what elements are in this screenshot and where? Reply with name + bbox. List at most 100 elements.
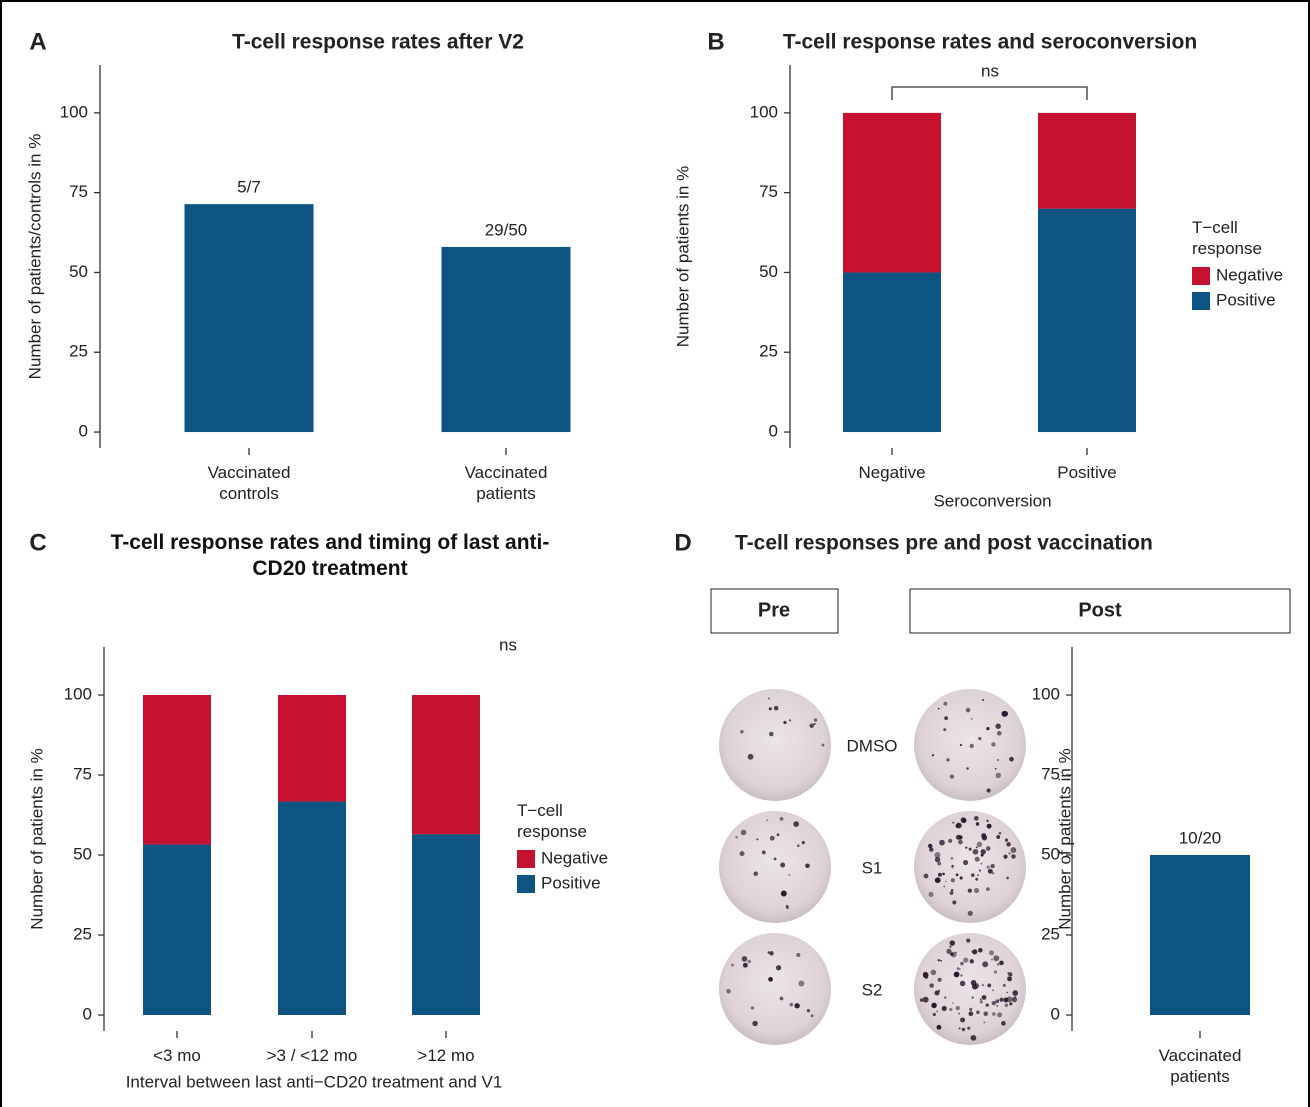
spot xyxy=(938,959,940,961)
y-axis-label: Number of patients in % xyxy=(27,748,46,929)
x-tick-label: Vaccinated patients xyxy=(446,462,566,522)
spot xyxy=(982,961,988,967)
spot xyxy=(776,965,781,970)
elispot-well xyxy=(914,811,1026,923)
spot xyxy=(748,754,754,760)
chart-title: T-cell response rates and seroconversion xyxy=(783,31,1197,54)
spot xyxy=(958,1013,960,1015)
spot xyxy=(968,1011,973,1016)
spot xyxy=(938,708,940,710)
spot xyxy=(814,723,816,725)
spot xyxy=(802,841,805,844)
spot xyxy=(790,1003,794,1007)
spot xyxy=(975,878,978,881)
y-tick-label: 75 xyxy=(69,182,88,201)
spot xyxy=(963,860,968,865)
legend-label: Positive xyxy=(541,873,601,892)
bar xyxy=(185,204,314,432)
spot xyxy=(959,1027,961,1029)
spot xyxy=(982,984,984,986)
spot xyxy=(950,775,954,779)
spot xyxy=(983,1021,985,1023)
spot xyxy=(944,997,946,999)
spot xyxy=(942,1006,947,1011)
spot xyxy=(989,950,994,955)
spot xyxy=(762,851,766,855)
spot xyxy=(994,970,997,973)
y-axis-label: Number of patients in % xyxy=(1055,748,1074,929)
spot xyxy=(756,838,758,840)
spot xyxy=(959,968,961,970)
spot xyxy=(951,878,955,882)
spot xyxy=(950,891,954,895)
spot xyxy=(966,939,970,943)
spot xyxy=(774,706,779,711)
spot xyxy=(747,960,751,964)
spot xyxy=(814,718,817,721)
spot xyxy=(937,978,941,982)
spot xyxy=(992,989,994,991)
spot xyxy=(780,862,785,867)
spot xyxy=(952,867,954,869)
spot xyxy=(967,1027,970,1030)
value-label: 10/20 xyxy=(1179,828,1222,847)
y-tick-label: 0 xyxy=(769,422,778,441)
spot xyxy=(963,957,968,962)
spot xyxy=(997,759,999,761)
spot xyxy=(973,849,979,855)
spot xyxy=(978,948,983,953)
spot xyxy=(807,1009,810,1012)
spot xyxy=(970,744,974,748)
timepoint-label: Post xyxy=(1078,599,1122,621)
spot xyxy=(1005,839,1008,842)
spot xyxy=(942,873,945,876)
value-label: 5/7 xyxy=(237,178,261,197)
spot xyxy=(811,1014,814,1017)
spot xyxy=(789,719,791,721)
spot xyxy=(975,857,980,862)
spot xyxy=(978,737,981,740)
condition-label: S1 xyxy=(862,858,883,877)
y-tick-label: 100 xyxy=(64,684,92,703)
spot xyxy=(958,835,962,839)
bar-segment xyxy=(278,802,346,1015)
spot xyxy=(928,844,932,848)
spot xyxy=(974,983,980,989)
spot xyxy=(960,817,965,822)
spot xyxy=(743,963,748,968)
spot xyxy=(980,1000,983,1003)
value-label: 29/50 xyxy=(485,220,528,239)
y-tick-label: 75 xyxy=(759,182,778,201)
spot xyxy=(995,773,1001,779)
bar-segment xyxy=(143,695,211,844)
spot xyxy=(987,983,991,987)
annotation: ns xyxy=(499,635,517,654)
bar-segment xyxy=(1038,113,1136,209)
y-tick-label: 50 xyxy=(69,262,88,281)
spot xyxy=(931,1003,937,1009)
bar-segment xyxy=(412,834,480,1015)
spot xyxy=(996,835,1000,839)
spot xyxy=(999,998,1003,1002)
spot xyxy=(995,724,1000,729)
spot xyxy=(997,963,999,965)
spot xyxy=(938,990,940,992)
y-tick-label: 0 xyxy=(1051,1004,1060,1023)
spot xyxy=(932,754,934,756)
spot xyxy=(960,962,964,966)
spot xyxy=(976,846,978,848)
spot xyxy=(1009,1002,1012,1005)
spot xyxy=(966,767,969,770)
y-tick-label: 25 xyxy=(73,924,92,943)
y-axis-label: Number of patients/controls in % xyxy=(25,134,44,380)
spot xyxy=(965,847,967,849)
y-tick-label: 100 xyxy=(1032,684,1060,703)
spot xyxy=(971,873,975,877)
legend-swatch xyxy=(517,875,535,893)
spot xyxy=(933,1013,936,1016)
spot xyxy=(999,961,1004,966)
spot xyxy=(805,863,810,868)
spot xyxy=(950,940,956,946)
spot xyxy=(968,888,972,892)
spot xyxy=(958,840,963,845)
